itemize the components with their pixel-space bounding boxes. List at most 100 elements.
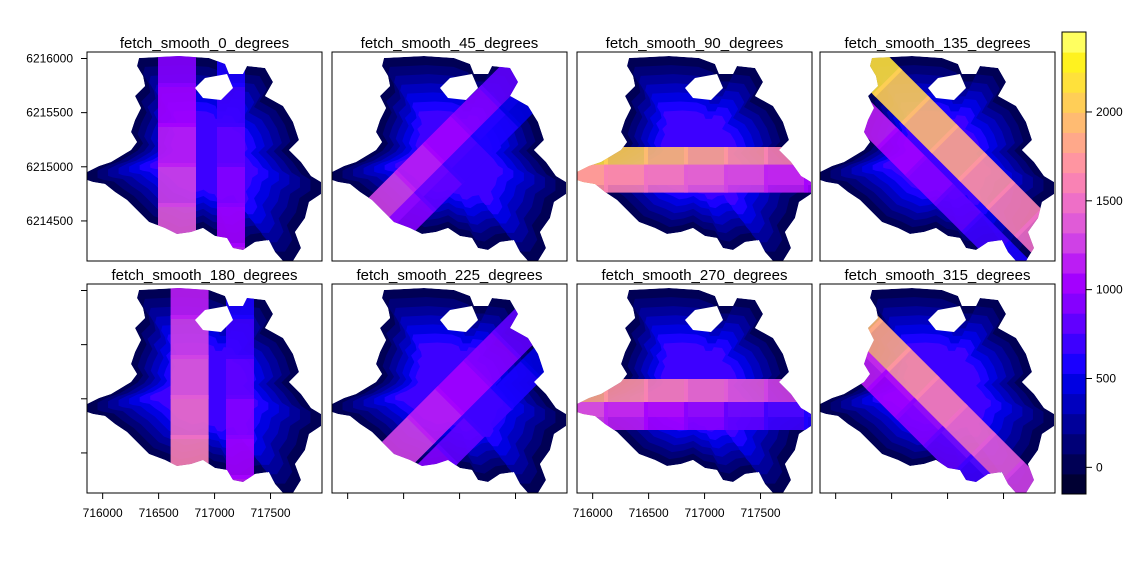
streak-segment bbox=[724, 402, 768, 430]
streak-segment bbox=[604, 402, 648, 430]
island bbox=[685, 74, 723, 100]
streak-segment bbox=[604, 164, 648, 193]
colorbar-swatch bbox=[1062, 293, 1086, 314]
streak-segment bbox=[158, 123, 196, 167]
streak-segment bbox=[170, 355, 209, 399]
island bbox=[440, 74, 478, 100]
colorbar-tick-label: 0 bbox=[1096, 460, 1103, 474]
colorbar-swatch bbox=[1062, 232, 1086, 254]
colorbar-swatch bbox=[1062, 453, 1086, 475]
x-tick-label: 716500 bbox=[629, 506, 669, 520]
streak-segment bbox=[577, 402, 608, 430]
streak-segment bbox=[804, 402, 811, 430]
fetch-streak bbox=[820, 56, 1054, 261]
streak-segment bbox=[378, 471, 430, 493]
streak-segment bbox=[527, 56, 566, 100]
streak-segment bbox=[994, 459, 1053, 493]
streak-segment bbox=[684, 402, 728, 430]
colorbar-tick-label: 1500 bbox=[1096, 194, 1123, 208]
panel-frame bbox=[331, 51, 568, 262]
streak-segment bbox=[351, 500, 402, 551]
panel-title: fetch_smooth_45_degrees bbox=[361, 35, 539, 52]
panel-title: fetch_smooth_270_degrees bbox=[602, 267, 788, 284]
fetch-streak bbox=[170, 288, 209, 493]
colorbar-tick-label: 500 bbox=[1096, 372, 1116, 386]
streak-segment bbox=[158, 83, 196, 127]
streak-segment bbox=[492, 358, 544, 410]
colorbar-swatch bbox=[1062, 333, 1086, 354]
island bbox=[928, 74, 966, 100]
colorbar-swatch bbox=[1062, 32, 1086, 53]
streak-segment bbox=[577, 164, 608, 193]
panel-frame bbox=[576, 283, 813, 494]
colorbar-frame bbox=[1061, 31, 1087, 495]
panel-title: fetch_smooth_0_degrees bbox=[120, 35, 289, 52]
lake-raster bbox=[820, 56, 1054, 261]
lake-raster bbox=[577, 56, 811, 261]
colorbar-swatch bbox=[1062, 112, 1086, 133]
panel-title: fetch_smooth_225_degrees bbox=[357, 267, 543, 284]
island bbox=[440, 306, 478, 332]
panel-135: fetch_smooth_135_degrees bbox=[819, 35, 1056, 262]
x-tick-label: 716000 bbox=[573, 506, 613, 520]
panel-frame bbox=[331, 283, 568, 494]
colorbar-swatch bbox=[1062, 152, 1086, 174]
streak-segment bbox=[684, 164, 728, 193]
colorbar-swatch bbox=[1062, 313, 1086, 334]
streak-segment bbox=[820, 70, 871, 122]
colorbar-tick-label: 2000 bbox=[1096, 105, 1123, 119]
lake-raster bbox=[87, 56, 321, 261]
colorbar-swatch bbox=[1062, 212, 1086, 234]
colorbar-swatch bbox=[1062, 52, 1086, 73]
y-tick-label: 6215000 bbox=[26, 160, 73, 174]
panel-frame bbox=[86, 51, 323, 262]
streak-segment bbox=[724, 164, 768, 193]
x-tick-label: 716000 bbox=[83, 506, 123, 520]
panel-title: fetch_smooth_180_degrees bbox=[112, 267, 298, 284]
streak-segment bbox=[332, 471, 380, 493]
colorbar-swatch bbox=[1062, 393, 1086, 415]
streak-segment bbox=[226, 355, 254, 399]
streak-segment bbox=[217, 203, 245, 247]
streak-segment bbox=[644, 164, 688, 193]
panel-90: fetch_smooth_90_degrees bbox=[576, 35, 813, 262]
panel-title: fetch_smooth_135_degrees bbox=[845, 35, 1031, 52]
colorbar-swatch bbox=[1062, 192, 1086, 214]
streak-segment bbox=[158, 56, 196, 87]
fetch-streak bbox=[577, 402, 811, 430]
lake-raster bbox=[577, 288, 811, 493]
lake-raster bbox=[332, 288, 566, 551]
colorbar-swatch bbox=[1062, 252, 1086, 274]
streak-segment bbox=[933, 183, 984, 235]
panel-frame bbox=[819, 51, 1056, 262]
colorbar-swatch bbox=[1062, 433, 1086, 455]
fetch-streak bbox=[577, 164, 811, 193]
y-tick-label: 6214500 bbox=[26, 214, 73, 228]
streak-segment bbox=[548, 302, 566, 353]
streak-segment bbox=[226, 515, 254, 559]
streak-segment bbox=[170, 288, 209, 319]
x-axis: 716000 716500 717000 717500 716000 716500 7170… bbox=[83, 493, 1005, 520]
streak-segment bbox=[876, 127, 928, 178]
colorbar-swatch bbox=[1062, 373, 1086, 395]
x-tick-label: 717000 bbox=[195, 506, 235, 520]
y-tick-label: 6215500 bbox=[26, 106, 73, 120]
streak-segment bbox=[226, 435, 254, 479]
panel-270: fetch_smooth_270_degrees bbox=[576, 267, 813, 494]
colorbar-swatch bbox=[1062, 132, 1086, 154]
streak-segment bbox=[764, 402, 808, 430]
streak-segment bbox=[820, 288, 833, 336]
panel-315: fetch_smooth_315_degrees bbox=[819, 267, 1056, 494]
island bbox=[195, 74, 233, 100]
streak-segment bbox=[820, 56, 843, 94]
island bbox=[685, 306, 723, 332]
panel-frame bbox=[819, 283, 1056, 494]
panel-45: fetch_smooth_45_degrees bbox=[331, 35, 568, 262]
colorbar-tick-label: 1000 bbox=[1096, 283, 1123, 297]
colorbar-swatch bbox=[1062, 72, 1086, 93]
colorbar: 0 500 1000 1500 2000 bbox=[1061, 31, 1123, 495]
island bbox=[195, 306, 233, 332]
streak-segment bbox=[820, 312, 861, 364]
